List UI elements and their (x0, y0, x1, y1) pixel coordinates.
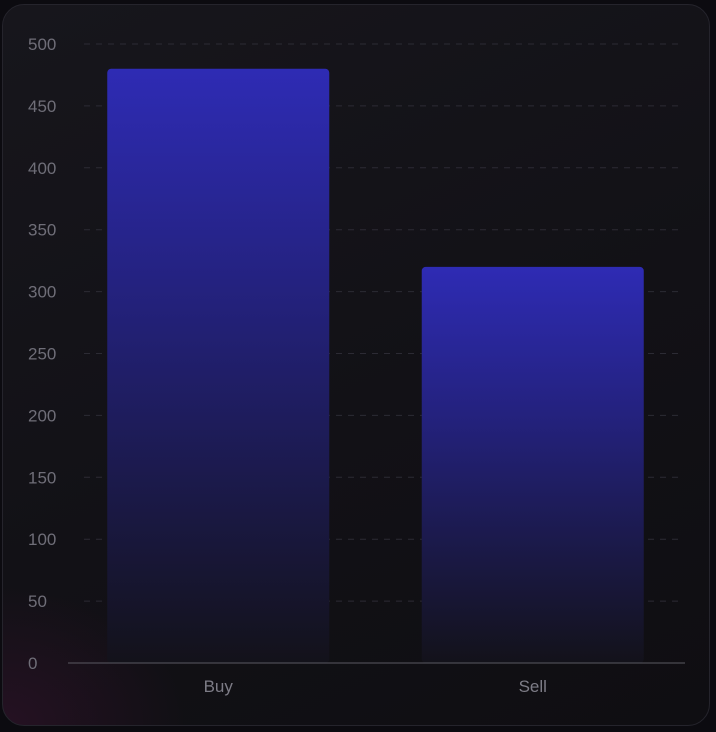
y-tick-label: 200 (28, 406, 56, 425)
y-tick-label: 0 (28, 654, 37, 673)
bars (107, 68, 644, 663)
x-axis-labels: Buy Sell (204, 677, 547, 696)
y-tick-label: 350 (28, 221, 56, 240)
y-tick-label: 250 (28, 345, 56, 364)
y-tick-label: 450 (28, 97, 56, 116)
x-tick-label: Buy (204, 677, 234, 696)
y-axis-ticks: 0 50 100 150 200 250 300 350 400 450 500 (28, 35, 56, 673)
bar-sell (421, 266, 644, 663)
y-tick-label: 400 (28, 159, 56, 178)
y-tick-label: 100 (28, 530, 56, 549)
x-tick-label: Sell (519, 677, 547, 696)
bar-buy (107, 68, 330, 663)
y-tick-label: 150 (28, 468, 56, 487)
y-tick-label: 500 (28, 35, 56, 54)
y-tick-label: 50 (28, 592, 47, 611)
y-tick-label: 300 (28, 283, 56, 302)
